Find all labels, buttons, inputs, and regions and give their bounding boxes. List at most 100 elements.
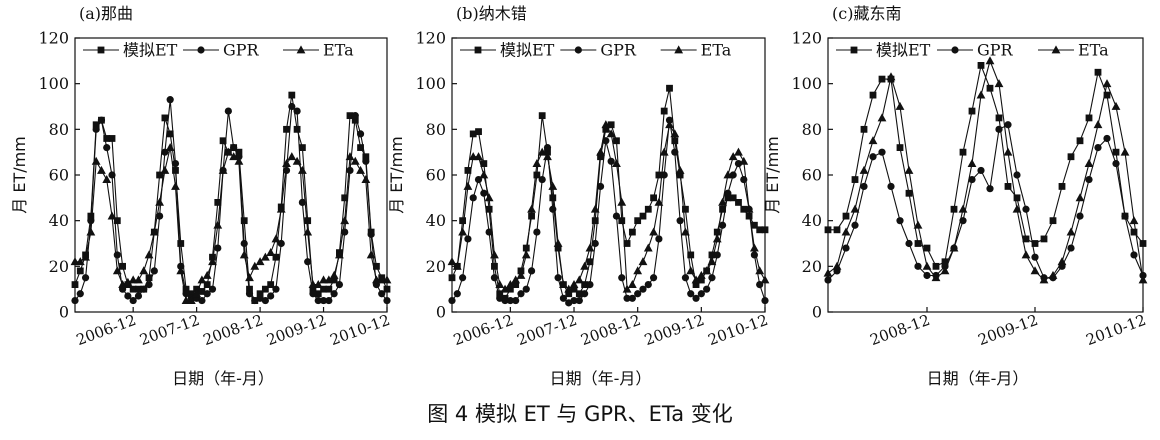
data-point: [904, 165, 914, 174]
x-axis-title: 日期（年-月）: [927, 369, 1029, 388]
data-point: [977, 166, 985, 175]
data-point: [601, 120, 611, 129]
data-point: [914, 262, 922, 270]
data-point: [1094, 68, 1102, 76]
data-point: [325, 285, 333, 293]
data-point: [994, 79, 1004, 88]
data-point: [905, 189, 913, 197]
y-tick-label: 80: [802, 120, 822, 139]
data-point: [660, 107, 668, 115]
data-point: [1094, 144, 1102, 152]
data-point: [272, 285, 280, 293]
data-point: [491, 262, 498, 270]
data-point: [581, 290, 589, 298]
data-point: [198, 296, 206, 305]
data-point: [527, 267, 536, 275]
data-point: [373, 262, 380, 270]
data-point: [851, 176, 859, 183]
data-point: [932, 262, 940, 270]
data-point: [1138, 275, 1148, 284]
data-point: [1031, 240, 1039, 247]
data-point: [833, 226, 841, 234]
data-point: [1048, 270, 1058, 279]
data-point: [464, 167, 472, 174]
data-point: [362, 157, 370, 165]
plot-frame: [74, 37, 388, 313]
data-point: [382, 275, 392, 284]
chart-panel-1: 0 20 40 60 80 100 120 2006-122007-122008-122009…: [10, 4, 392, 388]
y-tick-label: 60: [802, 166, 822, 185]
data-point: [602, 125, 610, 133]
data-point: [1112, 159, 1120, 168]
series-3: [70, 143, 392, 304]
y-axis-title: 月 ET/mm: [387, 136, 406, 214]
data-point: [1022, 235, 1030, 243]
data-point: [543, 144, 552, 152]
x-tick-label: 2010-12: [1084, 311, 1149, 349]
data-point: [569, 280, 579, 288]
data-point: [505, 280, 515, 288]
legend-label: ETa: [1078, 41, 1109, 60]
data-point: [282, 166, 291, 175]
y-tick-label: 0: [59, 303, 69, 322]
data-point: [155, 197, 165, 206]
data-point: [71, 281, 79, 288]
data-point: [581, 281, 589, 288]
data-point: [92, 121, 100, 129]
data-point: [197, 275, 207, 284]
y-tick-label: 100: [415, 74, 446, 93]
data-point: [591, 217, 599, 225]
data-point: [553, 238, 563, 247]
data-point: [712, 234, 722, 243]
data-point: [166, 96, 174, 104]
data-point: [986, 84, 994, 92]
data-point: [612, 212, 621, 220]
data-point: [1130, 251, 1138, 259]
x-tick-label: 2009-12: [976, 311, 1041, 349]
x-tick-label: 2006-12: [74, 311, 139, 349]
data-point: [659, 147, 669, 156]
data-point: [314, 290, 322, 298]
data-point: [1102, 79, 1112, 88]
x-tick-label: 2006-12: [451, 311, 516, 349]
data-point: [260, 252, 270, 261]
data-point: [1121, 212, 1129, 220]
data-point: [166, 130, 174, 138]
data-point: [469, 130, 477, 138]
data-point: [860, 125, 868, 133]
data-point: [453, 290, 461, 298]
data-point: [644, 281, 652, 289]
x-axis-title: 日期（年-月）: [172, 369, 274, 388]
data-point: [1076, 212, 1084, 220]
data-point: [627, 280, 637, 288]
data-point: [76, 290, 84, 298]
data-point: [617, 197, 627, 206]
y-tick-label: 80: [426, 120, 446, 139]
data-point: [490, 250, 499, 259]
legend-marker: [197, 46, 205, 54]
data-point: [618, 217, 626, 225]
y-tick-label: 120: [415, 29, 446, 48]
data-point: [522, 285, 530, 293]
data-point: [479, 170, 489, 179]
data-point: [1085, 114, 1093, 122]
data-point: [859, 165, 869, 174]
data-point: [923, 244, 931, 252]
data-point: [341, 194, 349, 202]
data-point: [1013, 171, 1021, 179]
data-point: [485, 228, 493, 236]
data-point: [735, 199, 742, 206]
data-point: [574, 275, 584, 284]
data-point: [618, 274, 626, 282]
data-point: [533, 171, 541, 179]
data-point: [602, 137, 610, 145]
data-point: [129, 296, 137, 305]
data-point: [650, 194, 657, 202]
data-point: [448, 296, 456, 305]
data-point: [208, 257, 217, 266]
data-point: [458, 227, 468, 236]
data-point: [734, 147, 743, 156]
data-point: [469, 194, 477, 202]
data-point: [718, 221, 727, 229]
data-point: [113, 217, 121, 225]
